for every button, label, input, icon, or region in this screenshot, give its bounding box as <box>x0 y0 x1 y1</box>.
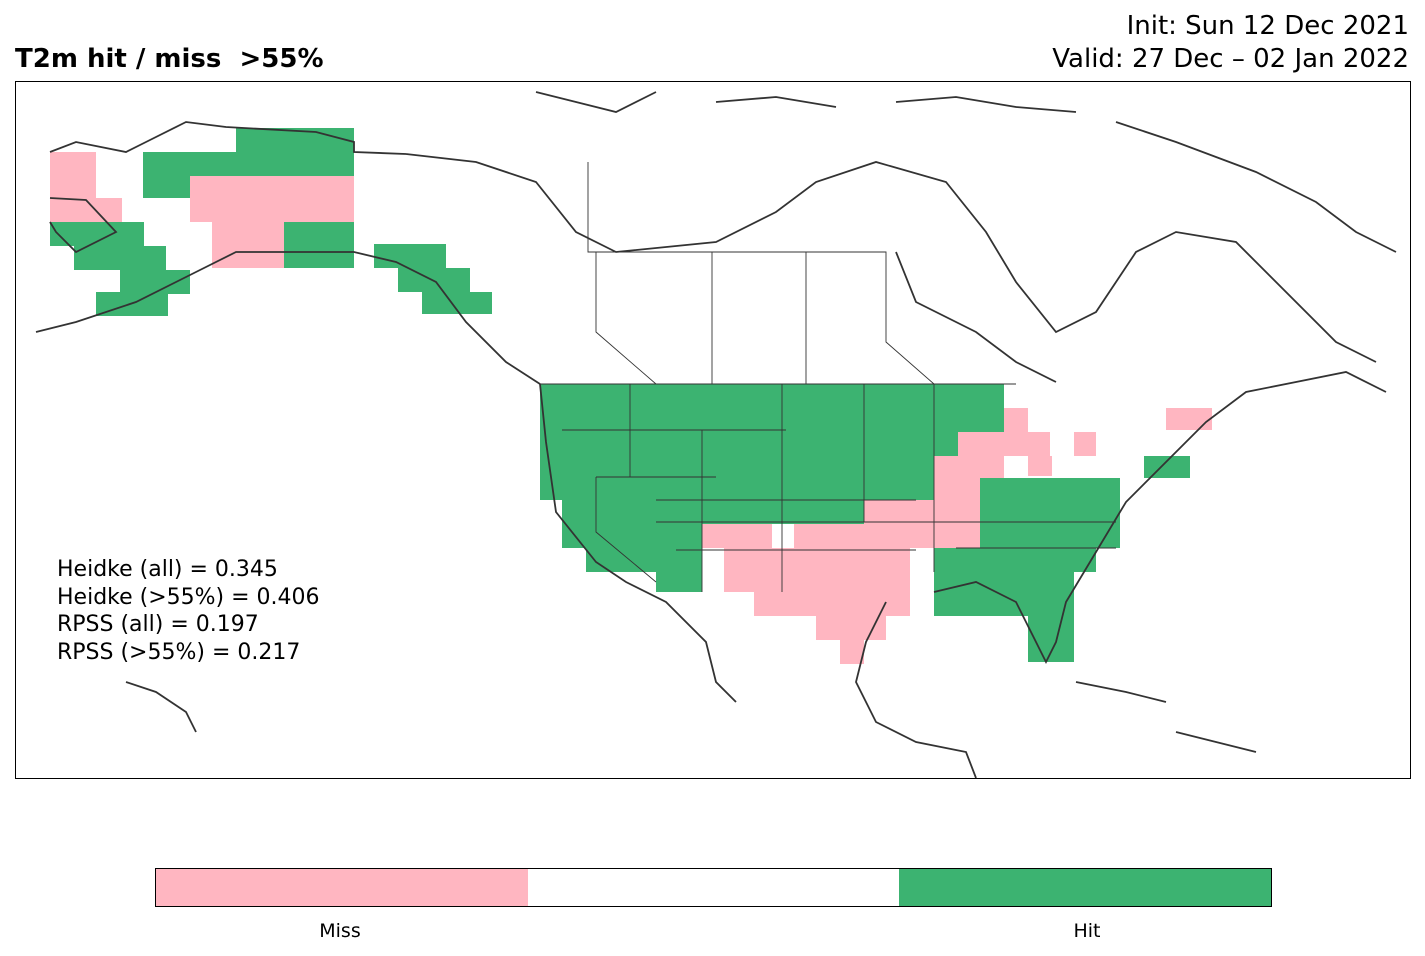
coastlines <box>35 91 1397 778</box>
colorbar-neutral <box>527 869 900 906</box>
init-date: Init: Sun 12 Dec 2021 <box>1126 11 1409 41</box>
map-title: T2m hit / miss >55% <box>15 44 324 74</box>
colorbar <box>155 868 1272 907</box>
valid-period: Valid: 27 Dec – 02 Jan 2022 <box>1052 44 1409 74</box>
score-heidke-all: Heidke (all) = 0.345 <box>57 557 278 582</box>
colorbar-label-miss: Miss <box>319 920 361 942</box>
conus-cells <box>540 384 1212 664</box>
score-panel: Heidke (all) = 0.345 Heidke (>55%) = 0.4… <box>57 556 320 666</box>
date-info: Init: Sun 12 Dec 2021 Valid: 27 Dec – 02… <box>1052 10 1409 76</box>
score-rpss-55: RPSS (>55%) = 0.217 <box>57 639 301 665</box>
colorbar-label-hit: Hit <box>1073 920 1101 942</box>
map-panel <box>15 81 1411 779</box>
colorbar-miss <box>156 869 528 906</box>
alaska-cells <box>50 128 492 316</box>
score-rpss-all: RPSS (all) = 0.197 <box>57 612 259 637</box>
score-heidke-55: Heidke (>55%) = 0.406 <box>57 584 320 610</box>
map-canvas <box>35 91 1397 778</box>
colorbar-hit <box>899 869 1272 906</box>
state-borders <box>540 162 1116 592</box>
